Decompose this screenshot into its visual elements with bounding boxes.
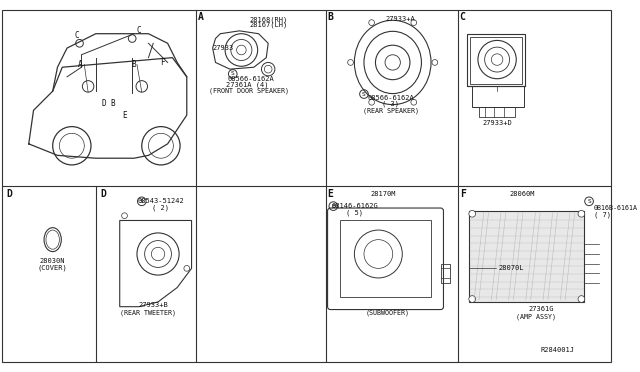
Text: (SUBWOOFER): (SUBWOOFER) — [366, 309, 410, 316]
Text: (REAR SPEAKER): (REAR SPEAKER) — [363, 107, 419, 113]
Text: E: E — [328, 189, 333, 199]
Text: 28167(LH): 28167(LH) — [249, 22, 287, 28]
Text: C: C — [74, 31, 79, 40]
Text: 27361A (4): 27361A (4) — [226, 81, 268, 88]
Text: B: B — [332, 203, 335, 209]
Text: B: B — [111, 99, 115, 108]
Text: 08543-51242: 08543-51242 — [138, 198, 184, 204]
Bar — [469, 211, 584, 302]
Text: R284001J: R284001J — [541, 347, 575, 353]
Text: D: D — [6, 189, 13, 199]
Bar — [479, 108, 515, 117]
Text: S: S — [362, 92, 366, 97]
Text: 28070L: 28070L — [498, 265, 524, 271]
Text: D: D — [100, 189, 106, 199]
Text: S: S — [140, 199, 143, 204]
Text: ( 7): ( 7) — [594, 212, 611, 218]
Bar — [472, 86, 524, 108]
Text: C: C — [460, 12, 465, 22]
Text: 27933+A: 27933+A — [385, 16, 415, 22]
Text: 27361G: 27361G — [529, 306, 554, 312]
Text: 28030N: 28030N — [40, 258, 65, 264]
Text: F: F — [161, 58, 165, 67]
Text: F: F — [460, 189, 465, 199]
Text: B: B — [328, 12, 333, 22]
Text: (REAR TWEETER): (REAR TWEETER) — [120, 309, 177, 316]
Text: A: A — [198, 12, 204, 22]
Text: 28168(RH): 28168(RH) — [249, 16, 287, 23]
Circle shape — [469, 211, 476, 217]
Text: B: B — [132, 60, 136, 69]
Text: 27933+B: 27933+B — [139, 302, 168, 308]
Bar — [470, 36, 522, 84]
Bar — [340, 221, 431, 297]
Text: 28060M: 28060M — [509, 191, 535, 197]
Text: 08566-6162A: 08566-6162A — [367, 95, 414, 101]
Text: C: C — [136, 26, 141, 35]
Text: 27933: 27933 — [212, 45, 234, 51]
Text: S: S — [587, 199, 591, 204]
Circle shape — [469, 296, 476, 302]
Text: ( 5): ( 5) — [346, 209, 363, 216]
Text: S: S — [231, 71, 235, 76]
Text: (AMP ASSY): (AMP ASSY) — [516, 313, 556, 320]
Text: A: A — [78, 60, 83, 69]
Text: 08146-6162G: 08146-6162G — [331, 203, 378, 209]
Text: ( 3): ( 3) — [382, 100, 399, 107]
Circle shape — [578, 296, 585, 302]
Text: (COVER): (COVER) — [38, 264, 68, 271]
Text: 27933+D: 27933+D — [482, 120, 512, 126]
Text: 28170M: 28170M — [371, 191, 396, 197]
Text: (FRONT DOOR SPEAKER): (FRONT DOOR SPEAKER) — [209, 88, 289, 94]
Bar — [440, 264, 450, 283]
Text: D: D — [101, 99, 106, 108]
Text: 0B16B-6161A: 0B16B-6161A — [594, 205, 638, 211]
Text: E: E — [122, 110, 127, 120]
Circle shape — [578, 211, 585, 217]
Text: ( 2): ( 2) — [152, 205, 170, 211]
Text: 08566-6162A: 08566-6162A — [228, 76, 275, 82]
Bar — [467, 34, 525, 86]
